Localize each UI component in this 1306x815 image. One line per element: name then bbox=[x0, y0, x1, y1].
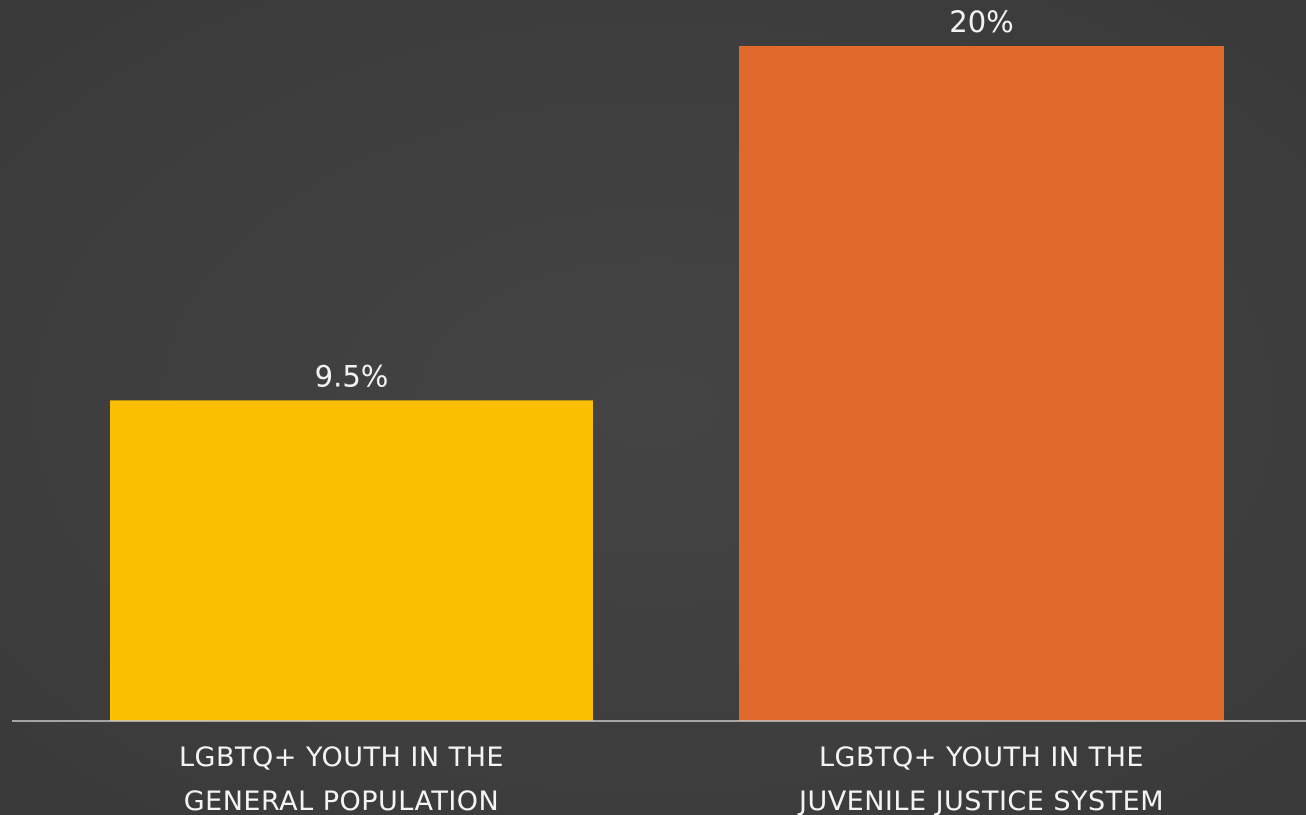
labels-layer: 9.5% LGBTQ+ YOUTH IN THE GENERAL POPULATIO… bbox=[179, 5, 1164, 815]
value-label-2: 20% bbox=[949, 5, 1013, 39]
bar-1 bbox=[110, 400, 593, 721]
bars-layer bbox=[110, 46, 1224, 721]
category-label-2-line-2: JUVENILE JUSTICE SYSTEM bbox=[797, 786, 1164, 815]
category-label-2-line-1: LGBTQ+ YOUTH IN THE bbox=[819, 742, 1144, 773]
bar-2 bbox=[739, 46, 1224, 721]
category-label-1-line-2: GENERAL POPULATION bbox=[184, 786, 500, 815]
category-label-1-line-1: LGBTQ+ YOUTH IN THE bbox=[179, 742, 504, 773]
value-label-1: 9.5% bbox=[315, 359, 389, 393]
